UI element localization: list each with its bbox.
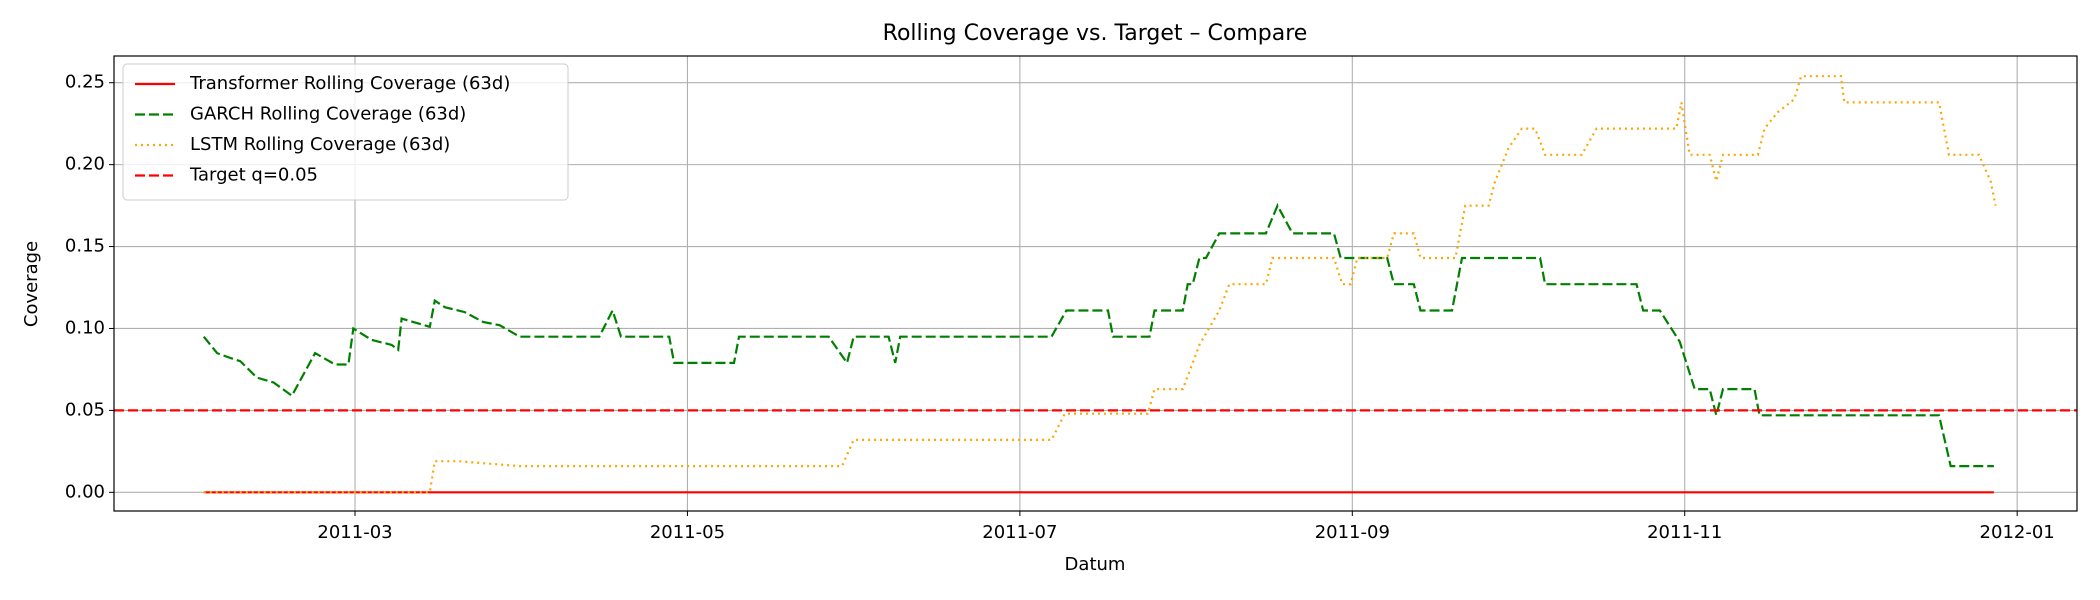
legend-label: GARCH Rolling Coverage (63d) xyxy=(190,104,466,125)
y-axis-label: Coverage xyxy=(21,241,42,327)
legend-box xyxy=(122,63,569,201)
plot-frame xyxy=(113,55,2078,512)
y-tick-label: 0.10 xyxy=(65,317,105,338)
series-line xyxy=(203,75,1997,494)
legend-label: Target q=0.05 xyxy=(189,165,318,186)
y-tick-label: 0.25 xyxy=(65,72,105,93)
y-tick-label: 0.00 xyxy=(65,481,105,502)
y-tick-label: 0.15 xyxy=(65,236,105,257)
y-tick-label: 0.05 xyxy=(65,399,105,420)
series-line xyxy=(202,203,1994,468)
legend-label: LSTM Rolling Coverage (63d) xyxy=(190,134,450,155)
chart-title: Rolling Coverage vs. Target – Compare xyxy=(883,21,1308,46)
y-tick-label: 0.20 xyxy=(65,154,105,175)
x-tick-label: 2012-01 xyxy=(1980,522,2055,543)
x-tick-label: 2011-11 xyxy=(1647,522,1722,543)
x-tick-label: 2011-03 xyxy=(317,522,392,543)
x-axis-label: Datum xyxy=(1065,554,1126,575)
x-tick-label: 2011-09 xyxy=(1315,522,1390,543)
x-tick-label: 2011-07 xyxy=(982,522,1057,543)
legend-label: Transformer Rolling Coverage (63d) xyxy=(189,73,510,94)
x-tick-label: 2011-05 xyxy=(650,522,725,543)
